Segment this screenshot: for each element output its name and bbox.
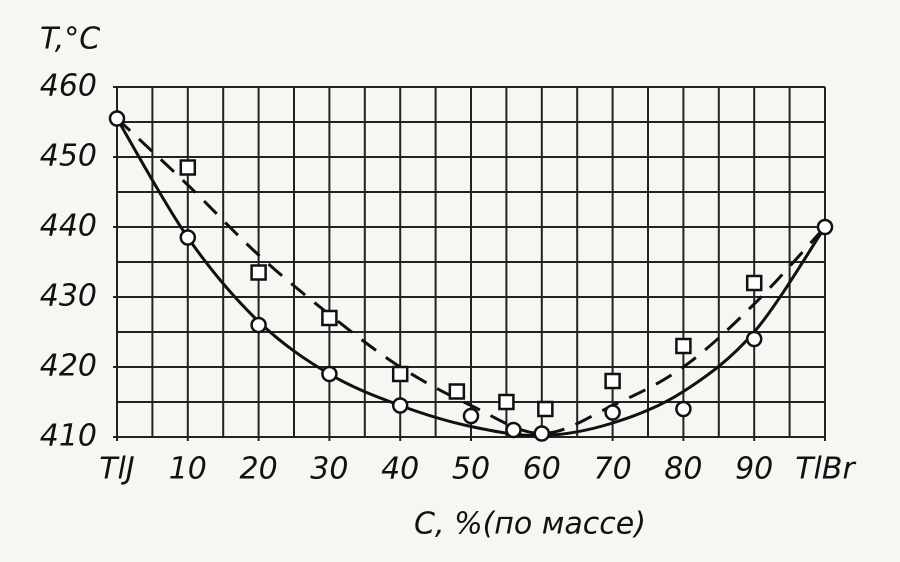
y-axis-label: T,°C: [40, 22, 100, 57]
x-tick-label: 90: [735, 452, 773, 487]
x-tick-label: TlJ: [99, 452, 135, 487]
point: [321, 365, 338, 383]
fit-curve: [115, 117, 827, 438]
point: [675, 400, 692, 418]
point: [462, 407, 480, 425]
x-tick-label: 10: [169, 452, 207, 487]
x-tick-label: 50: [452, 452, 490, 487]
point: [108, 110, 126, 127]
point: [179, 159, 197, 176]
fit-curve: [115, 117, 827, 436]
x-tick-label: 70: [594, 452, 632, 487]
point: [505, 421, 522, 439]
point: [533, 425, 551, 442]
point: [604, 404, 621, 421]
x-tick-label: 40: [381, 452, 419, 487]
y-tick-label: 430: [40, 279, 97, 314]
point: [745, 330, 763, 348]
x-tick-label: 30: [310, 452, 348, 487]
point: [537, 400, 554, 418]
x-tick-label: TlBr: [795, 452, 856, 487]
x-tick-label: 60: [523, 452, 561, 487]
point: [448, 383, 466, 400]
point: [816, 218, 834, 236]
x-tick-label: 80: [664, 452, 702, 487]
point: [675, 337, 692, 355]
x-tick-label: 20: [240, 452, 278, 487]
y-tick-label: 450: [40, 139, 97, 174]
y-tick-label: 440: [40, 209, 97, 244]
point: [745, 274, 763, 292]
y-tick-label: 420: [40, 349, 97, 384]
point: [391, 365, 409, 383]
y-tick-label: 460: [40, 69, 97, 104]
point: [391, 397, 409, 414]
y-tick-label: 410: [40, 419, 97, 454]
point: [321, 309, 338, 327]
point: [179, 229, 197, 246]
x-axis-label: C, %(по массе): [414, 507, 646, 542]
point: [250, 264, 267, 281]
point: [250, 316, 267, 334]
point: [604, 372, 621, 390]
point: [498, 393, 515, 411]
